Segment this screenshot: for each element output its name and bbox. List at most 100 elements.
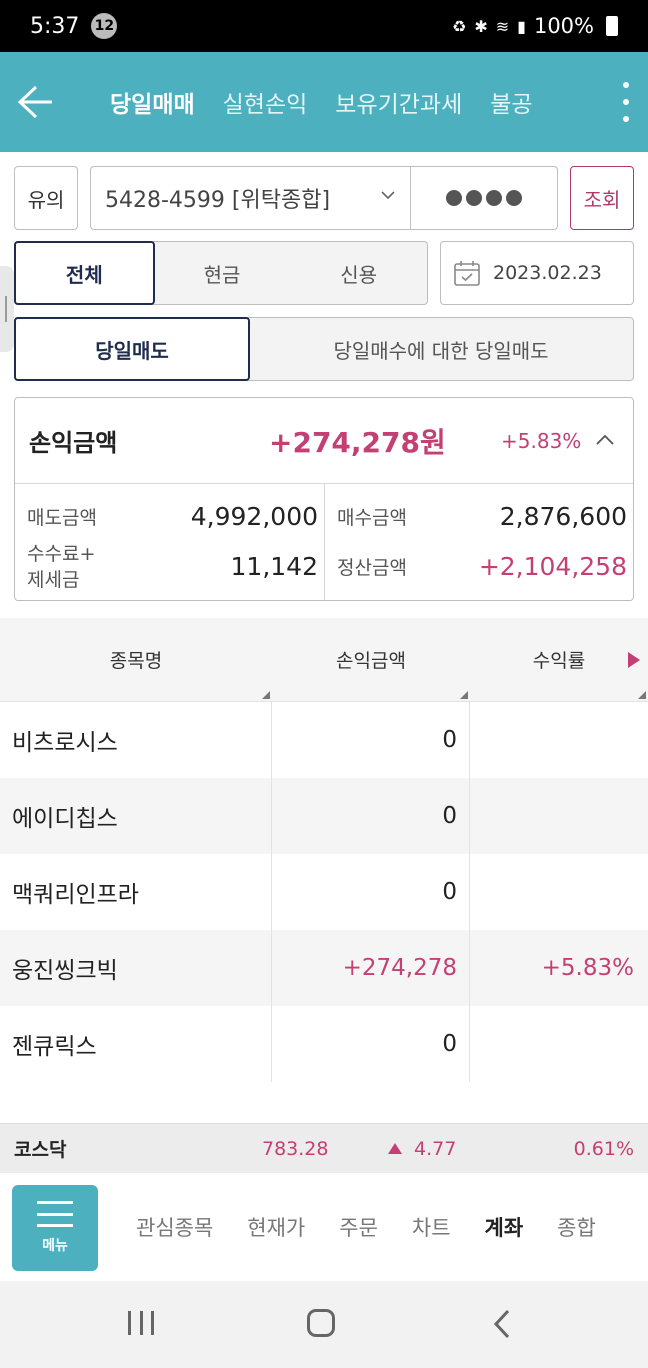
account-number-text: 5428-4599 [위탁종합] — [105, 188, 331, 213]
stock-rate — [470, 778, 648, 854]
column-header-name-text: 종목명 — [109, 650, 163, 672]
sell-type-day-buy-sell[interactable]: 당일매수에 대한 당일매도 — [333, 338, 549, 363]
fee-amount-value: 11,142 — [230, 552, 318, 581]
recycle-icon: ♻ — [451, 16, 467, 36]
type-cash[interactable]: 현금 — [203, 262, 241, 287]
recent-apps-icon[interactable] — [128, 1311, 154, 1335]
stock-rate — [470, 702, 648, 778]
stock-pnl: +274,278 — [272, 930, 470, 1006]
edge-panel-handle[interactable] — [0, 266, 14, 352]
pnl-summary-header[interactable]: 손익금액 +274,278원 +5.83% — [15, 398, 633, 484]
password-field[interactable] — [411, 167, 557, 229]
tab-realized-pnl[interactable]: 실현손익 — [222, 92, 308, 118]
triangle-up-icon — [388, 1143, 402, 1154]
market-change-value: 4.77 — [414, 1137, 457, 1160]
stock-pnl: 0 — [272, 702, 470, 778]
column-header-pnl[interactable]: 손익금액 — [272, 618, 470, 701]
sell-type-day-sell[interactable]: 당일매도 — [14, 317, 250, 381]
tab-holding-period-tax[interactable]: 보유기간과세 — [335, 92, 463, 118]
battery-icon — [606, 16, 618, 36]
tab-unfair[interactable]: 불공 — [490, 92, 533, 118]
bottom-nav-items: 관심종목 현재가 주문 차트 계좌 종합 — [136, 1173, 596, 1281]
menu-button[interactable]: 메뉴 — [12, 1185, 98, 1271]
stock-name: 비츠로시스 — [0, 702, 272, 778]
date-picker[interactable]: 2023.02.23 — [440, 241, 634, 305]
market-ticker-bar[interactable]: 코스닥 783.28 4.77 0.61% — [0, 1123, 648, 1173]
account-select[interactable]: 5428-4599 [위탁종합] — [90, 166, 558, 230]
status-time: 5:37 — [30, 13, 80, 39]
sell-amount-label: 매도금액 — [27, 507, 97, 529]
pnl-label: 손익금액 — [29, 429, 118, 457]
column-header-rate[interactable]: 수익률 — [470, 618, 648, 701]
tab-day-trade[interactable]: 당일매매 — [110, 92, 195, 118]
battery-percent: 100% — [533, 14, 594, 38]
stock-name: 웅진씽크빅 — [0, 930, 272, 1006]
app-header: 당일매매 실현손익 보유기간과세 불공 — [0, 52, 648, 152]
home-icon[interactable] — [307, 1309, 335, 1337]
sort-corner-icon — [262, 691, 270, 699]
account-number[interactable]: 5428-4599 [위탁종합] — [91, 167, 411, 229]
nav-overview[interactable]: 종합 — [557, 1216, 596, 1240]
wifi-icon: ≋ — [495, 16, 510, 36]
back-arrow-icon[interactable] — [0, 52, 70, 152]
sell-type-segment: 당일매도 당일매수에 대한 당일매도 — [14, 317, 634, 381]
chevron-down-icon — [381, 191, 395, 200]
stock-name: 에이디칩스 — [0, 778, 272, 854]
stock-rate — [470, 854, 648, 930]
stock-name: 맥쿼리인프라 — [0, 854, 272, 930]
nav-current-price[interactable]: 현재가 — [247, 1216, 306, 1240]
date-text: 2023.02.23 — [493, 262, 602, 284]
caution-button[interactable]: 유의 — [14, 166, 78, 230]
summary-right-column: 매수금액 2,876,600 정산금액 +2,104,258 — [324, 484, 633, 600]
bluetooth-icon: ✱ — [474, 16, 488, 36]
market-index: 783.28 — [262, 1137, 329, 1160]
market-rate: 0.61% — [573, 1137, 634, 1160]
header-tabs: 당일매매 실현손익 보유기간과세 불공 — [110, 85, 570, 119]
stock-rate: +5.83% — [541, 955, 634, 981]
buy-amount-label: 매수금액 — [337, 507, 407, 529]
table-row[interactable]: 맥쿼리인프라 0 — [0, 854, 648, 930]
back-icon[interactable] — [492, 1309, 512, 1339]
summary-left-column: 매도금액 4,992,000 수수료+ 제세금 11,142 — [15, 484, 324, 600]
password-dot — [446, 190, 462, 206]
status-bar: 5:37 12 ♻ ✱ ≋ ▮ 100% — [0, 0, 648, 52]
calendar-icon — [454, 261, 480, 286]
more-options-icon[interactable] — [620, 82, 632, 122]
chevron-up-icon[interactable] — [595, 432, 615, 446]
system-navigation-bar — [0, 1281, 648, 1368]
settle-amount-value: +2,104,258 — [478, 552, 627, 581]
nav-chart[interactable]: 차트 — [411, 1216, 451, 1240]
table-row[interactable]: 비츠로시스 0 — [0, 702, 648, 778]
nav-account[interactable]: 계좌 — [484, 1216, 524, 1240]
table-row[interactable]: 에이디칩스 0 — [0, 778, 648, 854]
nav-order[interactable]: 주문 — [339, 1216, 378, 1240]
table-row[interactable]: 웅진씽크빅 +274,278 +5.83% — [0, 930, 648, 1006]
type-credit[interactable]: 신용 — [340, 262, 378, 287]
sort-corner-icon — [460, 691, 468, 699]
column-header-pnl-text: 손익금액 — [336, 650, 406, 672]
pnl-amount: +274,278원 — [269, 425, 446, 459]
password-dot — [486, 190, 502, 206]
column-header-name[interactable]: 종목명 — [0, 618, 272, 701]
status-icons: ♻ ✱ ≋ ▮ 100% — [452, 14, 618, 38]
nav-watchlist[interactable]: 관심종목 — [136, 1216, 214, 1240]
table-row[interactable]: 젠큐릭스 0 — [0, 1006, 648, 1082]
stock-rate — [470, 1006, 648, 1082]
stock-pnl: 0 — [272, 778, 470, 854]
query-button[interactable]: 조회 — [570, 166, 634, 230]
market-name: 코스닥 — [14, 1139, 67, 1161]
pnl-summary-body: 매도금액 4,992,000 수수료+ 제세금 11,142 매수금액 2,87… — [15, 484, 633, 600]
bottom-navigation: 메뉴 관심종목 현재가 주문 차트 계좌 종합 — [0, 1173, 648, 1281]
password-dot — [506, 190, 522, 206]
type-all[interactable]: 전체 — [14, 241, 155, 305]
stock-table: 종목명 손익금액 수익률 비츠로시스 0 에이디칩스 0 맥쿼리인프라 0 — [0, 618, 648, 1082]
hamburger-icon — [37, 1201, 73, 1227]
buy-amount-value: 2,876,600 — [499, 502, 627, 531]
stock-pnl: 0 — [272, 1006, 470, 1082]
scroll-right-arrow-icon[interactable] — [628, 652, 640, 668]
stock-name: 젠큐릭스 — [0, 1006, 272, 1082]
sort-corner-icon — [638, 691, 646, 699]
sell-amount-value: 4,992,000 — [190, 502, 318, 531]
market-change: 4.77 — [388, 1138, 456, 1160]
fee-label-line2: 제세금 — [27, 569, 80, 591]
